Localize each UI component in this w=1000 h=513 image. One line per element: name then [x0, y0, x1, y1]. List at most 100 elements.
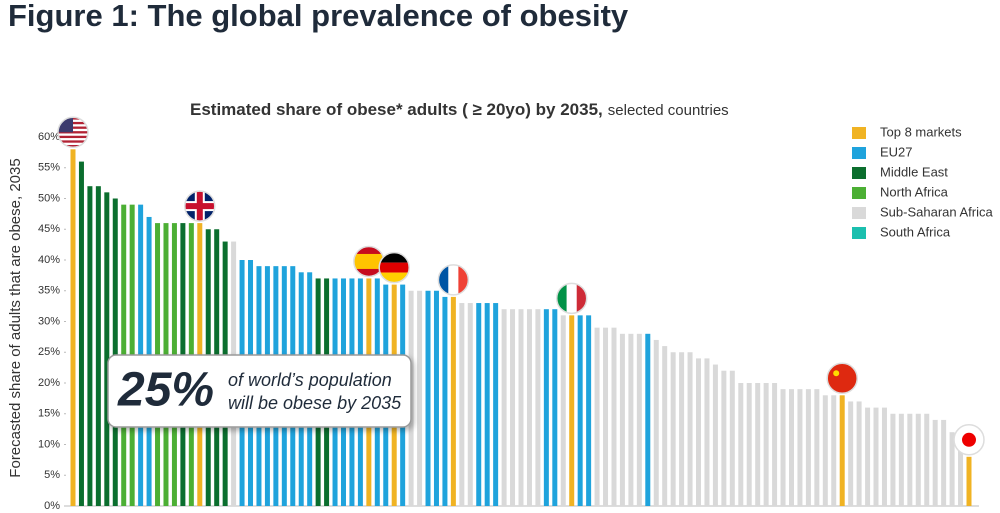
figure-title: Figure 1: The global prevalence of obesi…	[8, 0, 629, 33]
y-tick-label: 45%	[38, 223, 60, 235]
flag-part	[827, 363, 858, 394]
y-tick-label: 35%	[38, 285, 60, 297]
flag-body	[353, 246, 384, 277]
bar	[433, 290, 439, 506]
bar	[552, 309, 558, 506]
bar	[712, 364, 718, 506]
legend-swatch	[852, 127, 866, 139]
legend-swatch	[852, 167, 866, 179]
bar	[510, 309, 516, 506]
bar	[822, 395, 828, 506]
bar	[611, 327, 617, 506]
flag-part	[379, 262, 410, 273]
bar	[484, 303, 490, 506]
flag-part	[576, 283, 587, 314]
flag-part	[458, 264, 469, 295]
y-tick-label: 25%	[38, 346, 60, 358]
flag-part	[962, 432, 976, 447]
flag-part	[448, 264, 459, 295]
bar	[95, 186, 101, 506]
bar	[805, 389, 811, 506]
y-tick-label: 30%	[38, 315, 60, 327]
bar	[493, 303, 499, 506]
y-tick-label: 0%	[44, 500, 60, 512]
bar	[780, 389, 786, 506]
bar	[476, 303, 482, 506]
flag-body	[58, 117, 88, 148]
y-tick-label: 60%	[38, 131, 60, 143]
bar	[696, 358, 702, 506]
y-tick-label: 20%	[38, 377, 60, 389]
y-tick-label: 40%	[38, 254, 60, 266]
flag-ring	[826, 362, 858, 395]
flag-part	[58, 135, 88, 139]
bar	[958, 432, 964, 506]
bar	[932, 419, 938, 506]
bar	[645, 333, 651, 506]
bar	[543, 309, 549, 506]
flag-part	[379, 272, 410, 283]
flag-body	[827, 363, 858, 394]
flag-ring	[378, 251, 410, 284]
subtitle: selected countries	[608, 102, 729, 119]
legend-swatch	[852, 207, 866, 219]
flag-icon	[184, 190, 216, 222]
flag-body	[379, 252, 410, 283]
flag-icon	[353, 245, 385, 278]
bar	[662, 346, 668, 506]
flag-body	[954, 424, 984, 455]
bar	[450, 296, 456, 506]
bar	[78, 161, 84, 506]
flag-body	[438, 264, 469, 295]
flag-ring	[184, 190, 216, 222]
bar	[839, 395, 845, 506]
bar	[907, 413, 913, 506]
flag-part	[833, 370, 840, 377]
bar	[788, 389, 794, 506]
bar	[569, 315, 575, 506]
y-tick-label: 55%	[38, 162, 60, 174]
flag-ring	[437, 264, 470, 296]
bar	[915, 413, 921, 506]
bar	[941, 419, 947, 506]
bar	[797, 389, 803, 506]
bar	[746, 383, 752, 506]
flag-body	[184, 191, 215, 222]
flag-icon	[378, 251, 410, 284]
bar	[679, 352, 685, 506]
flag-ring	[555, 282, 588, 315]
legend-label: Sub-Saharan Africa	[880, 204, 994, 219]
bar	[619, 333, 625, 506]
bar	[87, 186, 93, 506]
bar	[890, 413, 896, 506]
bar	[704, 358, 710, 506]
bar	[898, 413, 904, 506]
y-tick-label: 50%	[38, 192, 60, 204]
flag-part	[438, 264, 449, 295]
callout-line: of world’s population	[228, 370, 392, 390]
bar	[848, 401, 854, 506]
flag-part	[556, 283, 567, 314]
y-axis-label: Forecasted share of adults that are obes…	[7, 158, 24, 477]
flag-icon	[826, 362, 858, 395]
bar	[873, 407, 879, 506]
legend-swatch	[852, 187, 866, 199]
bar	[865, 407, 871, 506]
flag-part	[58, 140, 88, 143]
bar	[763, 383, 769, 506]
bar	[721, 370, 727, 506]
bar	[594, 327, 600, 506]
bar	[560, 315, 566, 506]
flag-icon	[437, 264, 470, 296]
bar	[881, 407, 887, 506]
flag-icon	[57, 116, 89, 149]
y-tick-label: 15%	[38, 408, 60, 420]
bar	[526, 309, 532, 506]
title: Estimated share of obese* adults ( ≥ 20y…	[190, 100, 603, 119]
flag-part	[58, 144, 88, 148]
bar	[535, 309, 541, 506]
bar	[670, 352, 676, 506]
bar	[112, 198, 118, 506]
flag-ring	[953, 424, 985, 456]
